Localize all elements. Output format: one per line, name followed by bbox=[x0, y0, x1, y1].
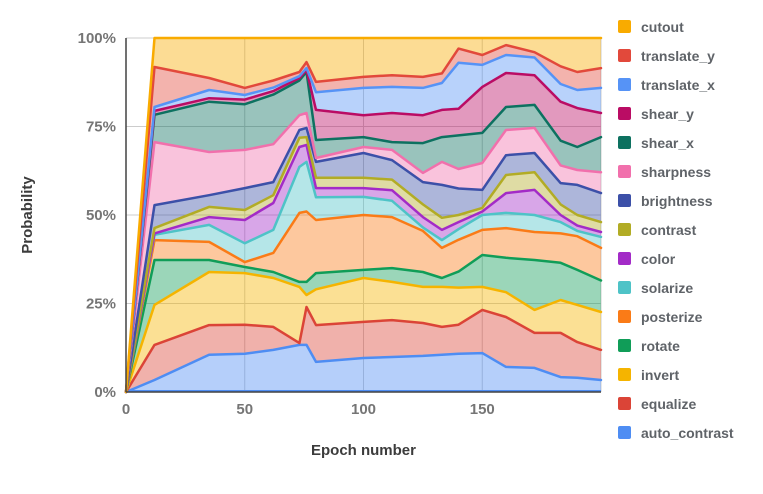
area-posterize bbox=[126, 211, 601, 392]
area-solarize bbox=[126, 161, 601, 392]
legend-label: rotate bbox=[641, 337, 680, 354]
area-sharpness bbox=[126, 113, 601, 392]
legend-swatch-brightness bbox=[618, 194, 631, 207]
axis-lines bbox=[125, 38, 601, 393]
legend-label: translate_y bbox=[641, 47, 715, 64]
legend-label: contrast bbox=[641, 221, 697, 238]
legend-label: translate_x bbox=[641, 76, 715, 93]
legend-label: invert bbox=[641, 366, 680, 383]
legend-item-posterize[interactable]: posterize bbox=[618, 302, 734, 331]
line-sharpness bbox=[124, 111, 603, 394]
legend-swatch-auto_contrast bbox=[618, 426, 631, 439]
line-invert bbox=[124, 270, 603, 394]
legend-swatch-equalize bbox=[618, 397, 631, 410]
legend-item-auto_contrast[interactable]: auto_contrast bbox=[618, 418, 734, 447]
y-tick-label: 0% bbox=[94, 384, 116, 401]
legend-label: posterize bbox=[641, 308, 703, 325]
tick-labels: 0% 25% 50% 75% 100% 0 50 100 150 bbox=[78, 30, 495, 418]
legend-label: shear_x bbox=[641, 134, 694, 151]
legend-swatch-color bbox=[618, 252, 631, 265]
line-auto_contrast bbox=[124, 343, 603, 394]
line-posterize bbox=[124, 210, 603, 394]
area-auto_contrast bbox=[126, 344, 601, 392]
legend-swatch-posterize bbox=[618, 310, 631, 323]
line-translate_x bbox=[124, 53, 603, 394]
legend-item-invert[interactable]: invert bbox=[618, 360, 734, 389]
area-brightness bbox=[126, 127, 601, 393]
area-rotate bbox=[126, 255, 601, 392]
legend-item-shear_y[interactable]: shear_y bbox=[618, 99, 734, 128]
y-tick-label: 50% bbox=[86, 207, 116, 224]
legend-swatch-translate_y bbox=[618, 49, 631, 62]
line-cutout bbox=[124, 36, 603, 394]
legend-item-equalize[interactable]: equalize bbox=[618, 389, 734, 418]
legend-label: color bbox=[641, 250, 676, 267]
area-translate_y bbox=[126, 45, 601, 392]
legend-label: shear_y bbox=[641, 105, 694, 122]
legend-label: cutout bbox=[641, 18, 684, 35]
legend-item-cutout[interactable]: cutout bbox=[618, 12, 734, 41]
legend-item-solarize[interactable]: solarize bbox=[618, 273, 734, 302]
legend-swatch-shear_x bbox=[618, 136, 631, 149]
legend-swatch-cutout bbox=[618, 20, 631, 33]
legend-label: equalize bbox=[641, 395, 697, 412]
line-solarize bbox=[124, 160, 603, 394]
legend-swatch-contrast bbox=[618, 223, 631, 236]
legend-label: sharpness bbox=[641, 163, 712, 180]
line-color bbox=[124, 143, 603, 394]
x-tick-label: 100 bbox=[351, 401, 376, 418]
legend-label: brightness bbox=[641, 192, 713, 209]
line-rotate bbox=[124, 253, 603, 394]
y-tick-label: 75% bbox=[86, 119, 116, 136]
area-color bbox=[126, 144, 601, 392]
line-shear_x bbox=[124, 70, 603, 394]
line-brightness bbox=[124, 126, 603, 394]
legend-item-translate_x[interactable]: translate_x bbox=[618, 70, 734, 99]
x-tick-label: 0 bbox=[122, 401, 130, 418]
legend-item-brightness[interactable]: brightness bbox=[618, 186, 734, 215]
legend-swatch-solarize bbox=[618, 281, 631, 294]
legend-label: auto_contrast bbox=[641, 424, 734, 441]
legend-item-rotate[interactable]: rotate bbox=[618, 331, 734, 360]
x-axis-title: Epoch number bbox=[311, 442, 416, 459]
legend-item-color[interactable]: color bbox=[618, 244, 734, 273]
line-contrast bbox=[124, 135, 603, 394]
line-shear_y bbox=[124, 68, 603, 394]
area-translate_x bbox=[126, 55, 601, 392]
legend-swatch-shear_y bbox=[618, 107, 631, 120]
series-lines bbox=[124, 36, 603, 394]
area-shear_x bbox=[126, 72, 601, 392]
y-axis-title: Probability bbox=[19, 176, 36, 254]
area-equalize bbox=[126, 307, 601, 392]
legend-swatch-invert bbox=[618, 368, 631, 381]
legend-swatch-translate_x bbox=[618, 78, 631, 91]
y-tick-label: 100% bbox=[78, 30, 116, 47]
legend-swatch-sharpness bbox=[618, 165, 631, 178]
area-shear_y bbox=[126, 69, 601, 393]
legend-swatch-rotate bbox=[618, 339, 631, 352]
legend-item-sharpness[interactable]: sharpness bbox=[618, 157, 734, 186]
line-equalize bbox=[124, 305, 603, 394]
y-tick-label: 25% bbox=[86, 296, 116, 313]
legend-item-shear_x[interactable]: shear_x bbox=[618, 128, 734, 157]
line-translate_y bbox=[124, 43, 603, 394]
legend-label: solarize bbox=[641, 279, 694, 296]
legend-item-contrast[interactable]: contrast bbox=[618, 215, 734, 244]
x-tick-label: 150 bbox=[470, 401, 495, 418]
legend-item-translate_y[interactable]: translate_y bbox=[618, 41, 734, 70]
x-tick-label: 50 bbox=[236, 401, 253, 418]
area-invert bbox=[126, 272, 601, 392]
